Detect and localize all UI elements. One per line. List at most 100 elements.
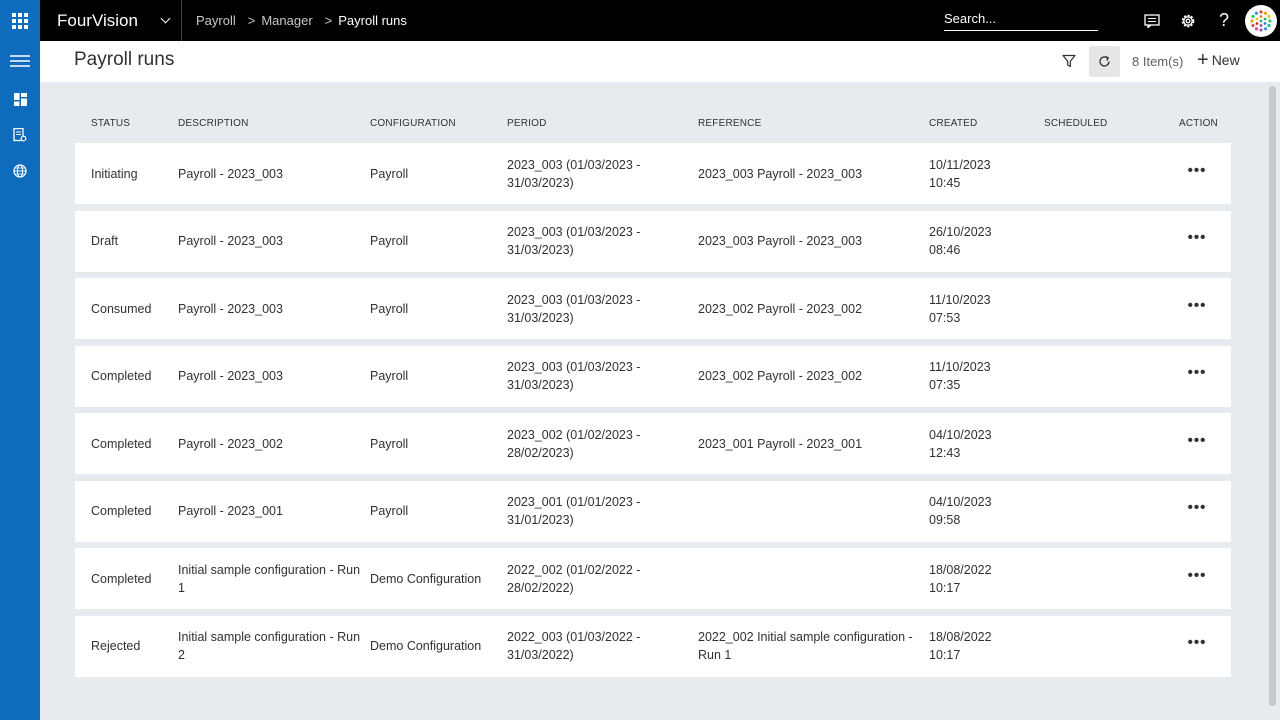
cell-configuration: Payroll xyxy=(370,436,409,451)
column-header-scheduled[interactable]: SCHEDULED xyxy=(1044,117,1108,129)
created-date: 04/10/2023 xyxy=(929,495,992,509)
cell-created: 26/10/2023 08:46 xyxy=(929,223,1044,259)
created-date: 26/10/2023 xyxy=(929,225,992,239)
cell-description: Payroll - 2023_002 xyxy=(178,436,283,451)
created-time: 10:45 xyxy=(929,175,961,190)
column-header-status[interactable]: STATUS xyxy=(91,117,131,129)
more-actions-icon[interactable]: ••• xyxy=(1187,161,1207,179)
filter-icon[interactable] xyxy=(1057,49,1081,73)
created-date: 18/08/2022 xyxy=(929,630,992,644)
cell-description: Initial sample configuration - Run 1 xyxy=(178,562,361,595)
table-row[interactable]: Completed Payroll - 2023_002 Payroll 2023_0… xyxy=(75,413,1231,474)
globe-icon[interactable] xyxy=(0,153,40,189)
cell-description: Initial sample configuration - Run 2 xyxy=(178,630,361,662)
cell-period: 2023_001 (01/01/2023 - 31/01/2023) xyxy=(507,495,641,527)
created-time: 10:17 xyxy=(929,580,961,595)
cell-description: Payroll - 2023_003 xyxy=(178,369,283,383)
search-input[interactable]: Search... xyxy=(944,9,1098,31)
cell-created: 18/08/2022 10:17 xyxy=(929,628,1044,664)
breadcrumb-item-manager[interactable]: Manager xyxy=(261,13,313,28)
table-row[interactable]: Completed Payroll - 2023_003 Payroll 2023_0… xyxy=(75,345,1231,407)
app-switcher[interactable]: FourVision xyxy=(40,0,182,41)
cell-reference: 2023_002 Payroll - 2023_002 xyxy=(698,369,863,383)
vertical-scrollbar[interactable] xyxy=(1269,86,1276,706)
cell-action: ••• xyxy=(1163,163,1231,178)
cell-status: Draft xyxy=(91,234,119,248)
table-row[interactable]: Completed Initial sample configuration - … xyxy=(75,548,1231,609)
cell-period: 2023_002 (01/02/2023 - 28/02/2023) xyxy=(507,427,641,460)
cell-configuration: Payroll xyxy=(370,504,409,518)
created-time: 07:53 xyxy=(929,310,961,325)
document-icon[interactable] xyxy=(0,117,40,153)
cell-period: 2023_003 (01/03/2023 - 31/03/2023) xyxy=(507,157,641,190)
cell-created: 10/11/2023 10:45 xyxy=(929,156,1044,192)
cell-reference: 2022_002 Initial sample configuration - … xyxy=(698,630,913,662)
cell-period: 2022_003 (01/03/2022 - 31/03/2022) xyxy=(507,630,641,662)
table-row[interactable]: Rejected Initial sample configuration - R… xyxy=(75,615,1231,677)
table-row[interactable]: Consumed Payroll - 2023_003 Payroll 2023_00… xyxy=(75,278,1231,339)
breadcrumb-item-current[interactable]: Payroll runs xyxy=(338,13,407,28)
table-row[interactable]: Initiating Payroll - 2023_003 Payroll 2023_… xyxy=(75,143,1231,204)
cell-period: 2023_003 (01/03/2023 - 31/03/2023) xyxy=(507,225,641,257)
dashboard-icon[interactable] xyxy=(0,81,40,117)
hamburger-icon[interactable] xyxy=(0,41,40,81)
cell-created: 18/08/2022 10:17 xyxy=(929,561,1044,597)
column-header-configuration[interactable]: CONFIGURATION xyxy=(370,117,456,129)
help-icon[interactable]: ? xyxy=(1218,10,1229,30)
plus-icon: + xyxy=(1197,49,1209,71)
created-time: 07:35 xyxy=(929,378,961,392)
cell-created: 11/10/2023 07:35 xyxy=(929,358,1044,394)
cell-action: ••• xyxy=(1163,433,1231,448)
cell-action: ••• xyxy=(1163,635,1231,650)
table-row[interactable]: Completed Payroll - 2023_001 Payroll 2023_0… xyxy=(75,480,1231,542)
gear-icon[interactable] xyxy=(1170,0,1206,41)
cell-description: Payroll - 2023_003 xyxy=(178,301,283,316)
created-date: 11/10/2023 xyxy=(929,292,991,307)
more-actions-icon[interactable]: ••• xyxy=(1187,634,1207,651)
chevron-down-icon[interactable] xyxy=(160,13,171,24)
cell-configuration: Demo Configuration xyxy=(370,571,482,586)
more-actions-icon[interactable]: ••• xyxy=(1187,296,1207,314)
payroll-runs-table: STATUS DESCRIPTION CONFIGURATION PERIOD … xyxy=(75,103,1231,683)
cell-reference: 2023_002 Payroll - 2023_002 xyxy=(698,301,863,316)
cell-configuration: Demo Configuration xyxy=(370,639,482,653)
cell-configuration: Payroll xyxy=(370,369,409,383)
waffle-icon[interactable] xyxy=(0,0,40,41)
created-time: 10:17 xyxy=(929,648,961,662)
cell-status: Rejected xyxy=(91,639,141,653)
cell-status: Completed xyxy=(91,436,152,451)
more-actions-icon[interactable]: ••• xyxy=(1187,364,1207,381)
column-header-description[interactable]: DESCRIPTION xyxy=(178,117,249,129)
avatar[interactable] xyxy=(1245,4,1277,37)
cell-status: Initiating xyxy=(91,166,138,181)
refresh-button[interactable] xyxy=(1089,46,1120,77)
cell-status: Completed xyxy=(91,504,152,518)
refresh-icon xyxy=(1099,55,1110,67)
breadcrumb-item-payroll[interactable]: Payroll xyxy=(196,13,236,28)
created-time: 09:58 xyxy=(929,513,961,527)
cell-period: 2022_002 (01/02/2022 - 28/02/2022) xyxy=(507,562,641,595)
new-button[interactable]: + New xyxy=(1197,49,1240,71)
column-header-action: ACTION xyxy=(1179,117,1218,129)
cell-created: 11/10/2023 07:53 xyxy=(929,291,1044,327)
chat-icon[interactable] xyxy=(1134,0,1170,41)
column-header-period[interactable]: PERIOD xyxy=(507,117,547,129)
item-count: 8 Item(s) xyxy=(1132,54,1184,69)
cell-configuration: Payroll xyxy=(370,166,409,181)
cell-configuration: Payroll xyxy=(370,301,409,316)
breadcrumb-separator: > xyxy=(247,13,256,28)
cell-action: ••• xyxy=(1163,500,1231,515)
cell-created: 04/10/2023 09:58 xyxy=(929,493,1044,529)
table-row[interactable]: Draft Payroll - 2023_003 Payroll 2023_003 (… xyxy=(75,210,1231,272)
app-name: FourVision xyxy=(57,10,138,30)
more-actions-icon[interactable]: ••• xyxy=(1187,431,1207,449)
breadcrumb-separator: > xyxy=(324,13,333,28)
column-header-reference[interactable]: REFERENCE xyxy=(698,117,762,129)
more-actions-icon[interactable]: ••• xyxy=(1187,566,1207,584)
created-date: 04/10/2023 xyxy=(929,427,992,442)
more-actions-icon[interactable]: ••• xyxy=(1187,499,1207,516)
cell-action: ••• xyxy=(1163,365,1231,380)
more-actions-icon[interactable]: ••• xyxy=(1187,229,1207,246)
cell-configuration: Payroll xyxy=(370,234,409,248)
column-header-created[interactable]: CREATED xyxy=(929,117,978,129)
